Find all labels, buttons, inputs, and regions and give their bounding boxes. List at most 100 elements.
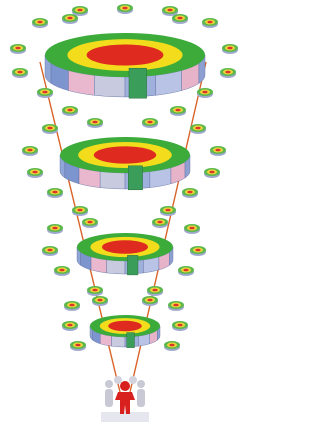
person-head (114, 376, 122, 384)
small-disc-icon (210, 146, 226, 156)
small-disc-icon (47, 188, 63, 198)
icon-ring-red (59, 269, 64, 272)
icon-ring-red (147, 121, 152, 124)
small-disc-icon (202, 18, 218, 28)
small-disc-icon (10, 44, 26, 54)
small-disc-icon (92, 296, 108, 306)
icon-ring-red (207, 21, 212, 24)
icon-ring-red (177, 17, 182, 20)
icon-ring-red (77, 209, 82, 212)
leader-head (120, 381, 130, 391)
icon-ring-red (152, 289, 157, 292)
small-disc-icon (162, 6, 178, 16)
platform (101, 412, 149, 422)
small-disc-icon (117, 4, 133, 14)
small-disc-icon (62, 14, 78, 24)
icon-ring-red (169, 344, 174, 347)
small-disc-icon (220, 68, 236, 78)
small-disc-icon (72, 6, 88, 16)
icon-ring-red (47, 249, 52, 252)
icon-ring-red (69, 304, 74, 307)
icon-ring-red (195, 127, 200, 130)
small-disc-icon (147, 286, 163, 296)
icon-ring-red (32, 171, 37, 174)
icon-ring-red (92, 121, 97, 124)
icon-ring-red (147, 299, 152, 302)
icon-ring-red (52, 191, 57, 194)
disc-tab (128, 166, 142, 190)
small-disc-icon (190, 124, 206, 134)
icon-ring-red (67, 17, 72, 20)
small-disc-icon (172, 14, 188, 24)
disc-ring-red (87, 44, 164, 65)
icon-ring-red (157, 221, 162, 224)
person-body (105, 389, 113, 407)
disc-tab (127, 333, 135, 348)
icon-ring-red (175, 109, 180, 112)
disc-side-segment (100, 172, 125, 189)
small-disc-icon (62, 106, 78, 116)
icon-ring-red (27, 149, 32, 152)
small-disc-icon (12, 68, 28, 78)
icon-ring-red (189, 227, 194, 230)
icon-ring-red (92, 289, 97, 292)
people-group (101, 376, 149, 422)
disc (90, 315, 160, 348)
small-disc-icon (72, 206, 88, 216)
icon-ring-red (97, 299, 102, 302)
small-disc-icon (160, 206, 176, 216)
small-disc-icon (178, 266, 194, 276)
disc-side-segment (112, 336, 125, 347)
small-disc-icon (197, 88, 213, 98)
small-disc-icon (54, 266, 70, 276)
disc-ring-red (94, 146, 156, 163)
icon-ring-red (195, 249, 200, 252)
small-disc-icon (70, 341, 86, 351)
small-disc-icon (184, 224, 200, 234)
small-disc-icon (22, 146, 38, 156)
small-disc-icon (164, 341, 180, 351)
icon-ring-red (177, 324, 182, 327)
small-disc-icon (152, 218, 168, 228)
small-disc-icon (82, 218, 98, 228)
icon-ring-red (202, 91, 207, 94)
icon-ring-red (15, 47, 20, 50)
small-disc-icon (182, 188, 198, 198)
icon-ring-red (225, 71, 230, 74)
icon-ring-red (227, 47, 232, 50)
icon-ring-red (67, 324, 72, 327)
disc-side-segment (107, 260, 125, 274)
small-disc-icon (142, 118, 158, 128)
disc-ring-red (102, 240, 148, 253)
disc-side-segment (94, 75, 125, 97)
small-disc-icon (168, 301, 184, 311)
disc-tab (129, 68, 147, 98)
icon-ring-red (75, 344, 80, 347)
icon-ring-red (209, 171, 214, 174)
small-disc-icon (47, 224, 63, 234)
disc (77, 233, 173, 275)
person-head (137, 380, 145, 388)
icon-ring-red (77, 9, 82, 12)
small-disc-icon (204, 168, 220, 178)
small-disc-icon (87, 118, 103, 128)
small-disc-icon (222, 44, 238, 54)
icon-ring-red (67, 109, 72, 112)
small-disc-icon (42, 246, 58, 256)
small-disc-icon (64, 301, 80, 311)
page: {} (() => { JSON.parse(document.getEleme… (0, 0, 246, 426)
icon-ring-red (52, 227, 57, 230)
icon-ring-red (17, 71, 22, 74)
disc (60, 137, 190, 190)
small-disc-icon (87, 286, 103, 296)
icon-ring-red (215, 149, 220, 152)
small-disc-icon (172, 321, 188, 331)
icon-ring-red (165, 209, 170, 212)
small-disc-icon (27, 168, 43, 178)
person-body (137, 389, 145, 407)
disc-tab (127, 255, 138, 275)
diagram (0, 0, 246, 426)
small-disc-icon (190, 246, 206, 256)
icon-ring-red (167, 9, 172, 12)
small-disc-icon (32, 18, 48, 28)
